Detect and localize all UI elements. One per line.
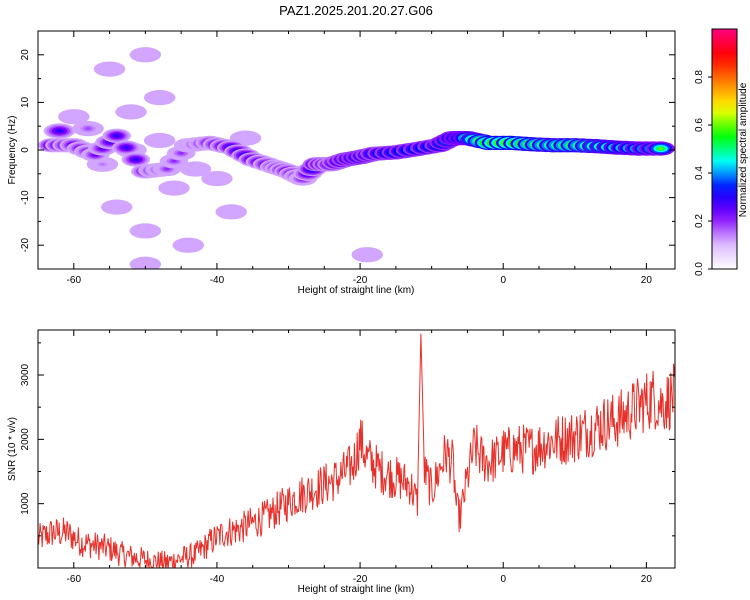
spectrogram-blob: [93, 61, 126, 77]
spectrogram-ridge-point: [111, 140, 141, 155]
spectrogram-ytick-label: -10: [20, 190, 31, 205]
spectrogram-marks: [38, 47, 675, 269]
colorbar-tick-label: 0.0: [694, 262, 705, 276]
snr-ytick-label: 1000: [20, 492, 31, 515]
spectrogram-ridge-point-ring: [171, 159, 177, 163]
spectrogram-blob-ring: [242, 136, 249, 140]
spectrogram-blob-ring: [185, 243, 191, 247]
spectrogram-blob-ring: [228, 210, 234, 214]
snr-ytick-label: 3000: [20, 363, 31, 386]
spectrogram-blob-ring: [71, 115, 77, 118]
snr-xtick-label: -40: [210, 574, 225, 585]
colorbar-tick-label: 0.6: [694, 118, 705, 132]
spectrogram-ridge-point: [646, 141, 675, 156]
figure-title: PAZ1.2025.201.20.27.G06: [279, 3, 433, 18]
spectrogram-ridge-point: [102, 128, 132, 143]
spectrogram-blob-ring: [142, 53, 148, 57]
spectrogram-blob: [129, 256, 162, 269]
spectrogram-blob-ring: [128, 110, 134, 114]
spectrogram-xtick-label: 0: [500, 275, 506, 286]
colorbar-tick-label: 0.4: [694, 166, 705, 180]
colorbar-gradient: [711, 28, 738, 270]
spectrogram-ytick-label: 0: [20, 147, 31, 153]
spectrogram-blob: [158, 180, 190, 196]
snr-ytick-label: 2000: [20, 428, 31, 451]
spectrogram-blob: [72, 120, 104, 137]
snr-xtick-label: 0: [500, 574, 506, 585]
spectrogram-blob: [215, 204, 247, 220]
snr-axes: -60 -40 -20 0 20 1000 2000 3000: [20, 330, 675, 585]
spectrogram-blob: [143, 90, 176, 106]
snr-xtick-label: -60: [67, 574, 82, 585]
spectrogram-blob: [115, 104, 147, 120]
spectrogram-blob-ring: [106, 67, 113, 71]
spectrogram-ridge-point-ring: [658, 147, 664, 150]
spectrogram-blob: [143, 132, 176, 149]
spectrogram-xlabel: Height of straight line (km): [298, 285, 415, 296]
colorbar-tick-label: 0.2: [694, 214, 705, 228]
snr-panel: -60 -40 -20 0 20 1000 2000 3000 Height of strai…: [7, 329, 676, 595]
spectrogram-blob: [129, 47, 162, 63]
spectrogram-ytick-label: 20: [20, 49, 31, 61]
spectrogram-xtick-label: -40: [210, 275, 225, 286]
spectrogram-ridge-point-ring: [178, 151, 184, 155]
spectrogram-blob-ring: [364, 253, 370, 256]
spectrogram-ylabel: Frequency (Hz): [7, 116, 18, 185]
spectrogram-ridge-point: [121, 152, 151, 167]
spectrogram-blob-ring: [99, 163, 106, 166]
snr-xtick-label: -20: [353, 574, 368, 585]
spectrogram-ridge-point-ring: [123, 146, 129, 149]
spectrogram-blob-ring: [157, 139, 163, 142]
spectrogram-blob: [58, 109, 90, 125]
spectrogram-blob-ring: [114, 205, 120, 209]
spectrogram-blob: [179, 161, 212, 177]
colorbar-tick-label: 0.8: [694, 70, 705, 84]
spectrogram-blob: [201, 170, 233, 187]
snr-ylabel: SNR (10 * v/v): [7, 417, 18, 481]
spectrogram-blob: [172, 237, 205, 253]
spectrogram-blob-ring: [157, 96, 163, 99]
spectrogram-blob-ring: [214, 177, 220, 180]
spectrogram-ridge-point-ring: [133, 158, 139, 161]
spectrogram-frame: [37, 30, 676, 270]
snr-xtick-label: 20: [641, 574, 653, 585]
colorbar-label: Normalized spectral amplitude: [738, 82, 749, 217]
spectrogram-blob-ring: [142, 229, 148, 233]
snr-frame: [37, 329, 676, 569]
spectrogram-ytick-label: -20: [20, 238, 31, 253]
snr-xlabel: Height of straight line (km): [298, 584, 415, 595]
colorbar: 0.0 0.2 0.4 0.6 0.8 Normalized spectral ampl…: [694, 28, 749, 276]
spectrogram-blob: [129, 223, 162, 239]
spectrogram-ridge-point-ring: [164, 167, 170, 171]
spectrogram-ytick-label: 10: [20, 96, 31, 108]
spectrogram-blob-ring: [171, 186, 177, 190]
spectrogram-xtick-label: -60: [67, 275, 82, 286]
spectrogram-xtick-label: 20: [641, 275, 653, 286]
spectrogram-ridge-point-ring: [114, 134, 120, 137]
snr-series-line: [38, 333, 675, 568]
spectrogram-panel: -60 -40 -20 0 20 -20 -10 0 10 20 Height of straig…: [7, 30, 676, 296]
spectrogram-xtick-label: -20: [353, 275, 368, 286]
spectrogram-blob: [43, 123, 76, 139]
spectrogram-blob-ring: [85, 127, 91, 130]
spectrogram-blob-ring: [56, 129, 63, 133]
spectrogram-blob: [100, 199, 133, 215]
colorbar-ticks: 0.0 0.2 0.4 0.6 0.8: [694, 70, 712, 276]
spectrogram-blob: [351, 247, 383, 263]
spectrogram-blob-ring: [142, 262, 148, 266]
spectrogram-blob-ring: [192, 167, 199, 171]
